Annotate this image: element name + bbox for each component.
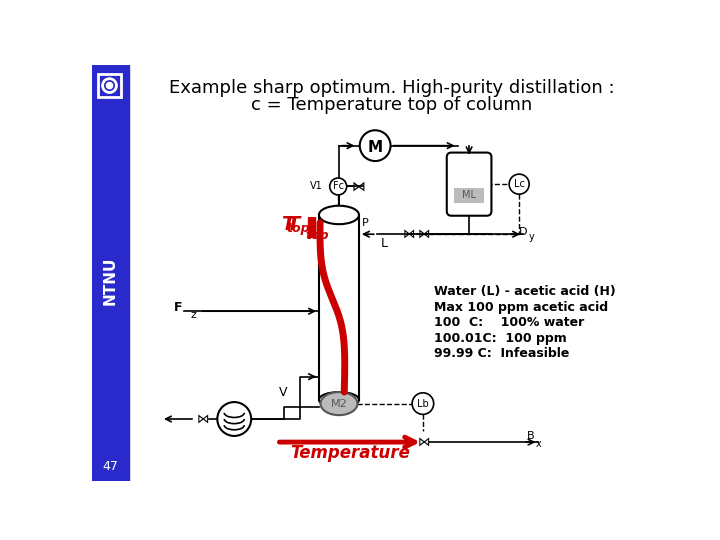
- Bar: [92, 65, 129, 481]
- Text: D: D: [519, 227, 528, 237]
- Text: V: V: [279, 386, 287, 399]
- Bar: [454, 188, 484, 204]
- Text: top: top: [287, 222, 310, 235]
- Text: Example sharp optimum. High-purity distillation :: Example sharp optimum. High-purity disti…: [169, 79, 615, 97]
- Text: 99.99 C:  Infeasible: 99.99 C: Infeasible: [434, 347, 570, 360]
- Text: x: x: [536, 438, 542, 449]
- Text: T: T: [281, 215, 294, 234]
- Circle shape: [217, 402, 251, 436]
- Text: c = Temperature top of column: c = Temperature top of column: [251, 96, 533, 114]
- Text: y: y: [529, 232, 535, 242]
- Text: NTNU: NTNU: [103, 256, 118, 305]
- Text: Temperature: Temperature: [290, 444, 410, 462]
- Text: $\bowtie$: $\bowtie$: [194, 413, 210, 426]
- Text: 100.01C:  100 ppm: 100.01C: 100 ppm: [434, 332, 567, 345]
- Text: Fc: Fc: [333, 181, 343, 192]
- Circle shape: [102, 79, 117, 92]
- Text: L: L: [381, 237, 388, 250]
- Text: V1: V1: [310, 181, 323, 192]
- Text: F: F: [174, 301, 183, 314]
- Text: M: M: [368, 140, 383, 154]
- Bar: [319, 215, 359, 400]
- Circle shape: [509, 174, 529, 194]
- Ellipse shape: [319, 206, 359, 224]
- Text: $\bowtie$: $\bowtie$: [400, 228, 415, 241]
- Text: T: T: [287, 215, 300, 234]
- Text: $\bowtie$: $\bowtie$: [415, 436, 431, 449]
- Text: $\bowtie$: $\bowtie$: [415, 228, 431, 241]
- Text: Water (L) - acetic acid (H): Water (L) - acetic acid (H): [434, 286, 616, 299]
- Ellipse shape: [319, 392, 359, 408]
- Text: Lb: Lb: [417, 399, 429, 409]
- Text: Max 100 ppm acetic acid: Max 100 ppm acetic acid: [434, 301, 608, 314]
- Text: M2: M2: [330, 399, 347, 409]
- Circle shape: [107, 83, 112, 89]
- Text: P: P: [362, 218, 369, 228]
- Circle shape: [412, 393, 433, 414]
- Text: top: top: [305, 229, 329, 242]
- Circle shape: [330, 178, 346, 195]
- FancyBboxPatch shape: [447, 153, 492, 215]
- Ellipse shape: [320, 392, 357, 415]
- Text: ML: ML: [462, 190, 476, 200]
- Text: Lc: Lc: [513, 179, 525, 189]
- Text: B: B: [527, 431, 534, 441]
- Bar: [98, 74, 121, 97]
- Circle shape: [360, 130, 390, 161]
- Text: z: z: [190, 310, 197, 320]
- Text: 47: 47: [102, 460, 118, 473]
- Text: $\bowtie$: $\bowtie$: [349, 179, 366, 193]
- Text: 100  C:    100% water: 100 C: 100% water: [434, 316, 585, 329]
